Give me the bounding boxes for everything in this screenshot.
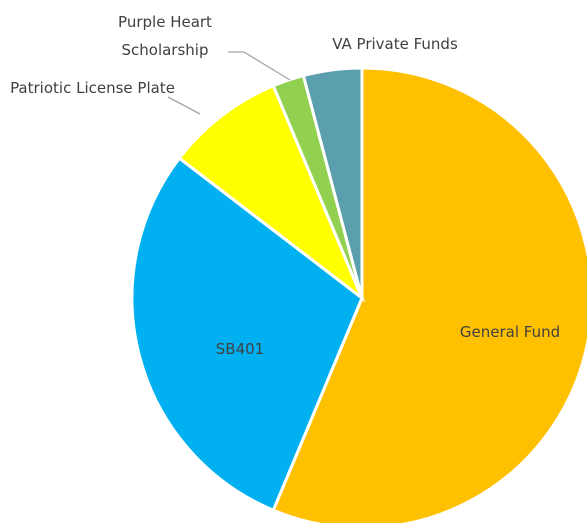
- pie-slice: [271, 66, 587, 523]
- slice-label: General Fund: [459, 323, 561, 341]
- slice-label: SB401: [215, 340, 265, 358]
- pie-slice: [130, 156, 364, 513]
- pie-slice: [301, 66, 364, 299]
- leader-line: [167, 96, 201, 115]
- leader-line: [228, 51, 291, 81]
- slice-label: Purple Heart Scholarship: [118, 13, 212, 59]
- slice-label: Patriotic License Plate: [10, 79, 175, 97]
- pie-slice: [177, 83, 366, 303]
- slice-label: VA Private Funds: [332, 35, 458, 53]
